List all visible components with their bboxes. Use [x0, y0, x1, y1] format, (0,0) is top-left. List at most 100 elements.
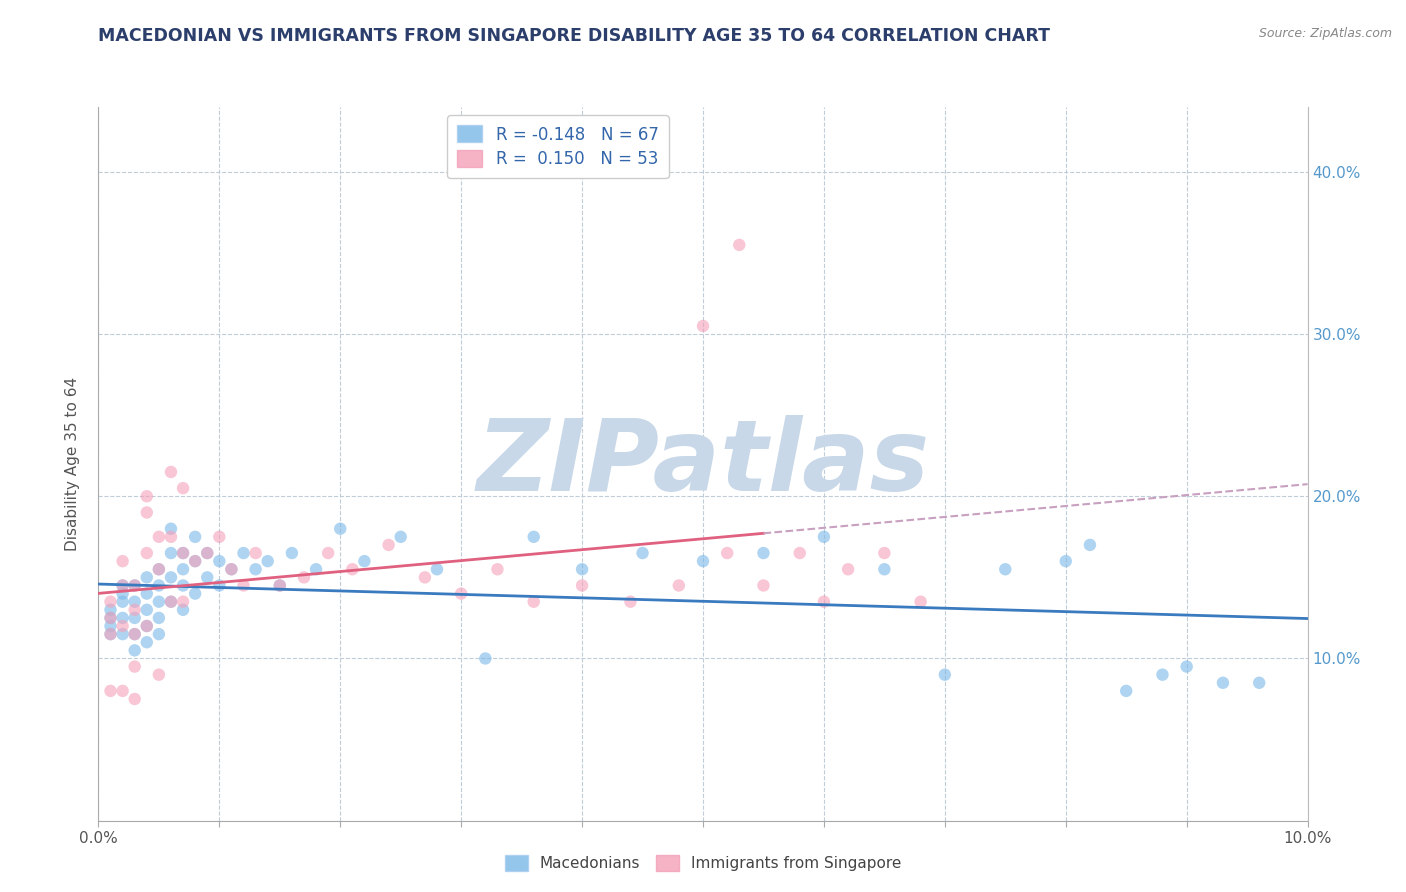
Point	[837, 562, 859, 576]
Point	[245, 546, 267, 560]
Point	[111, 595, 134, 609]
Point	[195, 546, 218, 560]
Point	[571, 562, 593, 576]
Point	[184, 554, 207, 568]
Point	[124, 603, 146, 617]
Point	[994, 562, 1017, 576]
Point	[631, 546, 654, 560]
Point	[111, 627, 134, 641]
Point	[934, 667, 956, 681]
Point	[100, 611, 122, 625]
Point	[195, 546, 218, 560]
Point	[692, 318, 714, 333]
Point	[232, 578, 254, 592]
Point	[172, 595, 194, 609]
Point	[450, 586, 472, 600]
Point	[135, 619, 157, 633]
Point	[486, 562, 509, 576]
Point	[292, 570, 315, 584]
Point	[124, 611, 146, 625]
Point	[208, 554, 231, 568]
Point	[195, 570, 218, 584]
Point	[668, 578, 690, 592]
Point	[1175, 659, 1198, 673]
Point	[148, 611, 170, 625]
Point	[873, 546, 896, 560]
Point	[111, 578, 134, 592]
Point	[523, 595, 546, 609]
Point	[245, 562, 267, 576]
Point	[752, 578, 775, 592]
Point	[148, 562, 170, 576]
Point	[172, 546, 194, 560]
Point	[221, 562, 243, 576]
Point	[148, 562, 170, 576]
Point	[160, 570, 183, 584]
Point	[752, 546, 775, 560]
Point	[111, 554, 134, 568]
Point	[135, 506, 157, 520]
Y-axis label: Disability Age 35 to 64: Disability Age 35 to 64	[65, 376, 80, 551]
Point	[619, 595, 641, 609]
Point	[269, 578, 291, 592]
Point	[124, 627, 146, 641]
Text: ZIPatlas: ZIPatlas	[477, 416, 929, 512]
Point	[426, 562, 449, 576]
Point	[100, 603, 122, 617]
Point	[100, 611, 122, 625]
Point	[208, 530, 231, 544]
Point	[184, 586, 207, 600]
Point	[813, 595, 835, 609]
Point	[910, 595, 932, 609]
Point	[1152, 667, 1174, 681]
Point	[124, 643, 146, 657]
Point	[111, 586, 134, 600]
Point	[111, 611, 134, 625]
Point	[316, 546, 339, 560]
Point	[172, 578, 194, 592]
Point	[208, 578, 231, 592]
Point	[135, 489, 157, 503]
Point	[873, 562, 896, 576]
Point	[135, 546, 157, 560]
Point	[100, 684, 122, 698]
Point	[1212, 675, 1234, 690]
Point	[329, 522, 352, 536]
Point	[148, 530, 170, 544]
Point	[1249, 675, 1271, 690]
Text: Source: ZipAtlas.com: Source: ZipAtlas.com	[1258, 27, 1392, 40]
Point	[1054, 554, 1077, 568]
Point	[148, 595, 170, 609]
Point	[135, 570, 157, 584]
Point	[353, 554, 375, 568]
Point	[124, 595, 146, 609]
Point	[148, 667, 170, 681]
Point	[184, 530, 207, 544]
Point	[135, 635, 157, 649]
Point	[716, 546, 738, 560]
Point	[221, 562, 243, 576]
Text: MACEDONIAN VS IMMIGRANTS FROM SINGAPORE DISABILITY AGE 35 TO 64 CORRELATION CHAR: MACEDONIAN VS IMMIGRANTS FROM SINGAPORE …	[98, 27, 1050, 45]
Point	[1078, 538, 1101, 552]
Point	[160, 530, 183, 544]
Point	[148, 578, 170, 592]
Point	[124, 578, 146, 592]
Point	[135, 586, 157, 600]
Point	[148, 627, 170, 641]
Point	[124, 659, 146, 673]
Point	[789, 546, 811, 560]
Point	[172, 546, 194, 560]
Point	[269, 578, 291, 592]
Point	[160, 546, 183, 560]
Point	[571, 578, 593, 592]
Point	[342, 562, 364, 576]
Point	[305, 562, 328, 576]
Point	[692, 554, 714, 568]
Point	[184, 554, 207, 568]
Point	[111, 684, 134, 698]
Point	[124, 578, 146, 592]
Point	[172, 562, 194, 576]
Point	[160, 522, 183, 536]
Point	[813, 530, 835, 544]
Point	[232, 546, 254, 560]
